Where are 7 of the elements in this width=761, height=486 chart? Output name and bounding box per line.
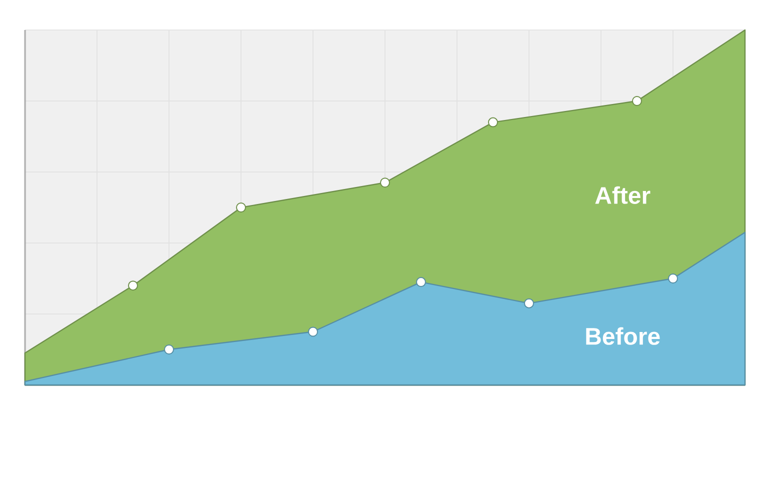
series-label: After — [595, 186, 650, 204]
point — [380, 178, 390, 188]
point — [488, 117, 498, 128]
point — [236, 202, 246, 212]
point — [632, 96, 642, 106]
series-label: Before — [586, 327, 660, 345]
point — [128, 280, 138, 291]
